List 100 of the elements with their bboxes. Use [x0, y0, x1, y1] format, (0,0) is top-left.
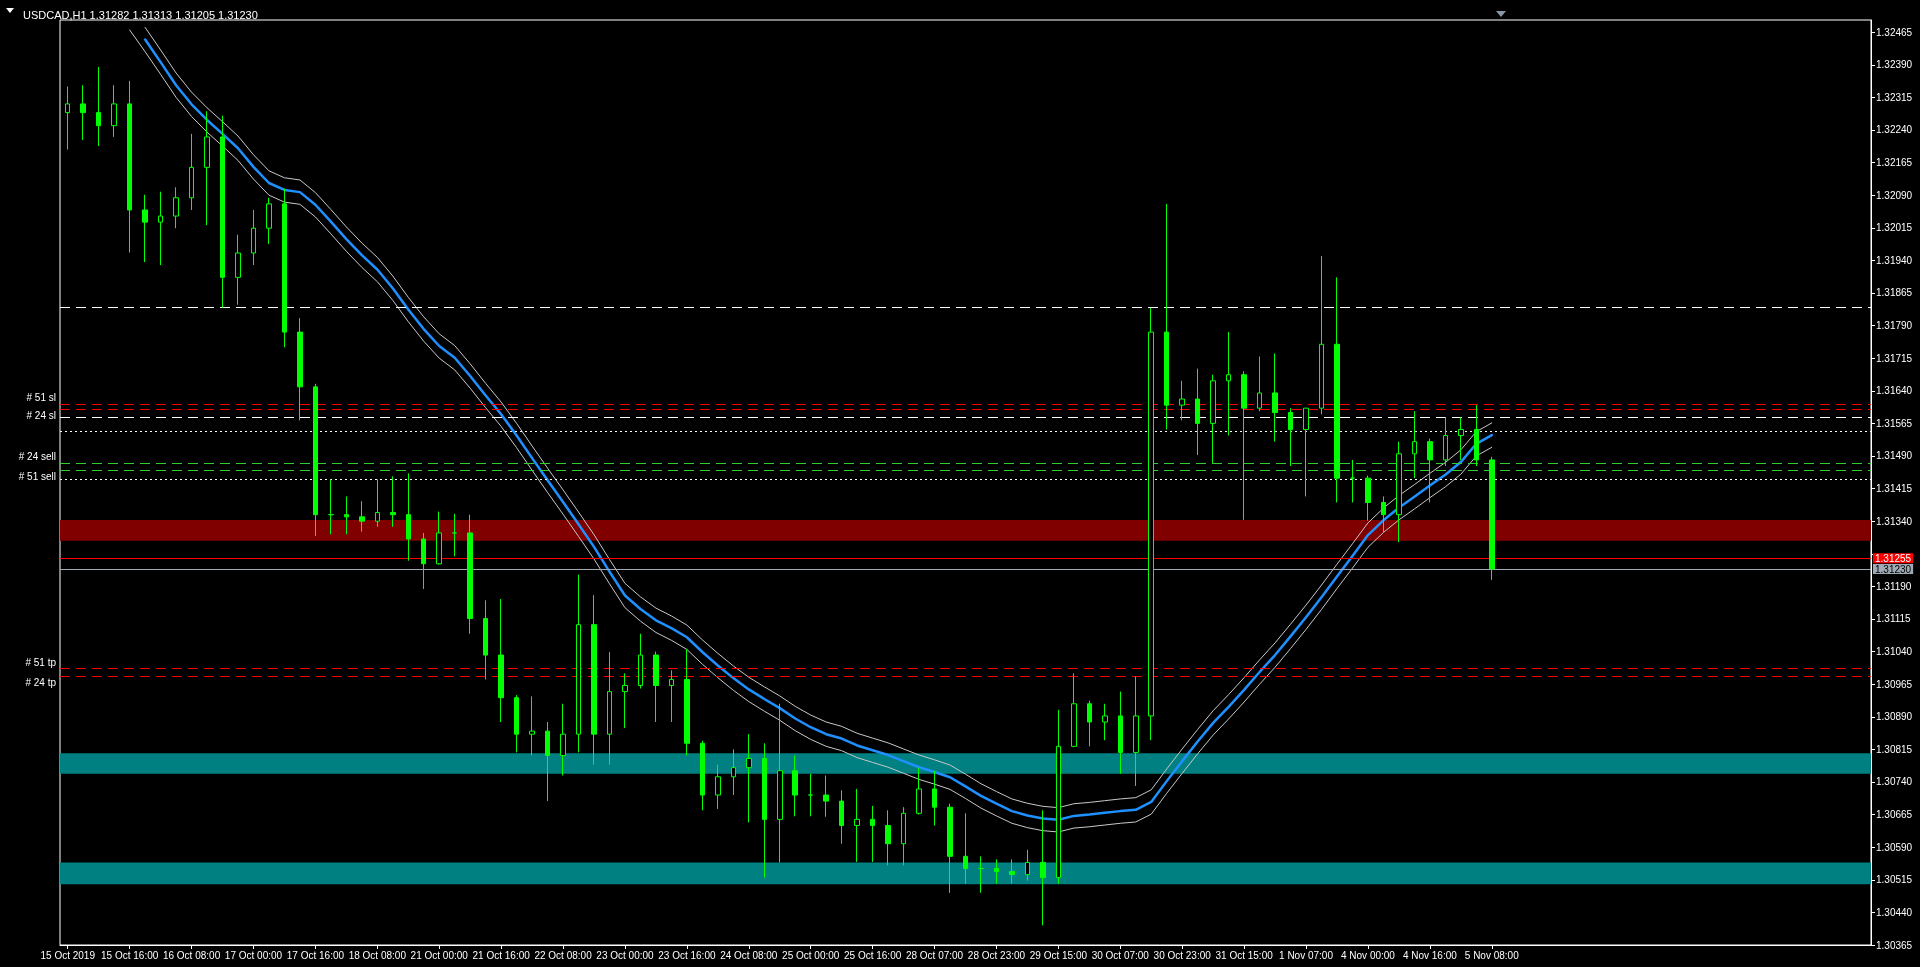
x-tick-label: 31 Oct 15:00 — [1215, 949, 1274, 961]
y-tick-label: 1.32090 — [1876, 189, 1913, 201]
x-tick-label: 21 Oct 16:00 — [472, 949, 531, 961]
candlestick — [607, 651, 612, 766]
candlestick — [220, 115, 225, 309]
candlestick — [684, 648, 690, 756]
candlestick — [638, 633, 643, 690]
x-tick-label: 18 Oct 08:00 — [348, 949, 407, 961]
y-tick-label: 1.31115 — [1876, 613, 1912, 625]
candlestick — [436, 511, 442, 566]
candlestick — [529, 695, 535, 756]
candlestick — [963, 812, 968, 885]
ref-line-label: # 51 sell — [18, 470, 56, 482]
candlestick — [1195, 368, 1200, 456]
y-tick-label: 1.30740 — [1876, 776, 1913, 788]
candlestick — [127, 80, 132, 254]
candlestick — [715, 764, 721, 810]
y-tick-label: 1.32165 — [1876, 157, 1913, 169]
candlestick — [1458, 416, 1464, 461]
candlestick — [251, 209, 256, 266]
candlestick — [204, 110, 210, 226]
candlestick — [1381, 495, 1386, 534]
x-tick-label: 5 Nov 08:00 — [1464, 949, 1520, 961]
candlestick — [1288, 407, 1293, 467]
y-tick-label: 1.31340 — [1876, 515, 1913, 527]
x-tick-label: 4 Nov 16:00 — [1402, 949, 1458, 961]
candlestick — [885, 809, 891, 866]
candlestick — [467, 514, 473, 635]
ref-line-label: 1.31255 — [1875, 552, 1912, 564]
candlestick — [344, 495, 349, 535]
candlestick — [1489, 456, 1495, 581]
candlestick — [158, 191, 163, 266]
candlestick — [452, 513, 457, 557]
candlestick — [916, 767, 922, 816]
candlestick — [746, 733, 752, 823]
x-tick-label: 24 Oct 08:00 — [720, 949, 778, 961]
candlestick — [1025, 849, 1030, 882]
x-tick-label: 25 Oct 00:00 — [782, 949, 840, 961]
candlestick — [823, 774, 829, 818]
x-tick-label: 21 Oct 00:00 — [410, 949, 469, 961]
y-tick-label: 1.30965 — [1876, 678, 1913, 690]
candlestick — [792, 754, 798, 817]
y-tick-label: 1.31040 — [1876, 646, 1913, 658]
candlestick — [1257, 355, 1262, 412]
y-tick-label: 1.30365 — [1876, 939, 1913, 951]
candlestick — [1272, 352, 1278, 443]
candlestick — [1226, 331, 1231, 437]
x-tick-label: 29 Oct 15:00 — [1029, 949, 1088, 961]
y-tick-label: 1.31190 — [1876, 580, 1912, 592]
candlestick — [808, 773, 813, 817]
candlestick — [142, 194, 148, 263]
candlestick — [576, 574, 581, 753]
y-tick-label: 1.32390 — [1876, 59, 1913, 71]
y-tick-label: 1.31415 — [1876, 483, 1913, 495]
candlestick — [762, 742, 767, 879]
candlestick — [854, 788, 860, 863]
candlestick — [282, 188, 287, 348]
candlestick — [1040, 809, 1046, 926]
candlestick — [901, 806, 906, 866]
candlestick — [1087, 700, 1092, 747]
candlestick — [870, 805, 875, 863]
candlestick — [622, 672, 628, 729]
x-tick-label: 16 Oct 08:00 — [162, 949, 221, 961]
candlestick — [375, 478, 380, 528]
candlestick — [1303, 407, 1309, 497]
candlestick — [839, 789, 844, 845]
candlestick — [313, 383, 318, 537]
candlestick — [1365, 475, 1371, 522]
candlestick — [1179, 380, 1185, 421]
y-tick-label: 1.31865 — [1876, 287, 1913, 299]
candlestick — [1102, 703, 1108, 741]
candlestick — [111, 84, 117, 138]
candlestick — [1427, 438, 1433, 503]
candlestick — [1443, 416, 1448, 467]
y-tick-label: 1.32465 — [1876, 26, 1913, 38]
candlestick — [483, 599, 488, 680]
candlestick — [731, 748, 736, 796]
candlestick — [65, 86, 70, 151]
candlestick — [96, 66, 101, 147]
candlestick — [189, 133, 194, 211]
candlestick — [700, 740, 705, 811]
candlestick — [235, 234, 241, 306]
ref-line-label: # 51 sl — [26, 392, 56, 404]
candlestick — [80, 84, 86, 141]
y-tick-label: 1.31790 — [1876, 320, 1913, 332]
candlestick — [359, 500, 365, 533]
x-tick-label: 17 Oct 16:00 — [286, 949, 345, 961]
candlestick — [266, 197, 272, 245]
x-tick-label: 22 Oct 08:00 — [534, 949, 593, 961]
candlestick — [498, 598, 504, 723]
x-tick-label: 28 Oct 23:00 — [967, 949, 1026, 961]
ref-line-label: 1.31230 — [1875, 563, 1912, 575]
y-tick-label: 1.30440 — [1876, 906, 1913, 918]
y-tick-label: 1.31715 — [1876, 352, 1913, 364]
candlestick — [173, 186, 179, 229]
candlestick — [653, 651, 659, 723]
candlestick — [932, 770, 937, 826]
y-tick-label: 1.32240 — [1876, 124, 1913, 136]
x-tick-label: 30 Oct 23:00 — [1153, 949, 1212, 961]
ref-line-label: # 24 sl — [26, 409, 56, 421]
